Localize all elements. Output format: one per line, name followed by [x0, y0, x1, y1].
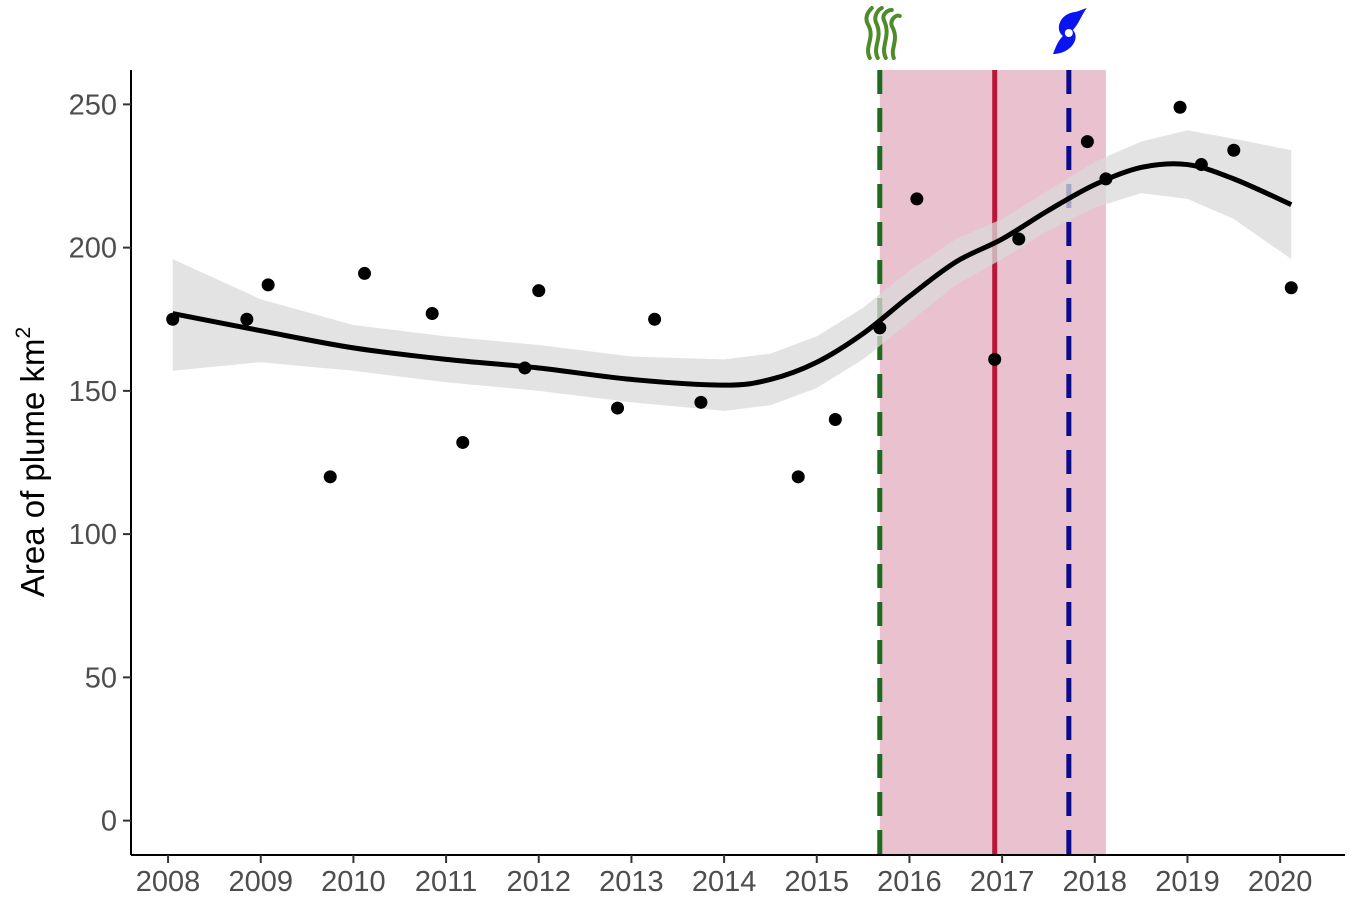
event-markers [864, 6, 1087, 60]
data-point [1227, 143, 1241, 157]
data-point [166, 312, 180, 326]
seaweed-frond [881, 8, 894, 60]
data-point [518, 361, 532, 375]
y-tick-label: 0 [101, 806, 117, 838]
smooth-trend-line [172, 161, 1293, 388]
x-tick-label: 2009 [228, 866, 293, 897]
seaweed-frond [873, 6, 884, 60]
x-tick-label: 2017 [970, 866, 1035, 897]
data-point [1080, 135, 1094, 149]
y-axis-title: Area of plume km2 [12, 327, 51, 597]
data-point [456, 435, 470, 449]
x-tick-label: 2019 [1155, 866, 1220, 897]
x-tick-label: 2014 [692, 866, 757, 897]
data-point [1012, 232, 1026, 246]
seaweed-icon [864, 6, 902, 60]
data-point [1099, 172, 1113, 186]
y-tick-label: 200 [69, 233, 117, 265]
seaweed-frond [864, 6, 874, 60]
y-tick-label: 150 [69, 376, 117, 408]
x-tick-label: 2015 [785, 866, 850, 897]
data-point [791, 470, 805, 484]
y-tick-label: 250 [69, 89, 117, 121]
data-point [910, 192, 924, 206]
trend-layer [172, 130, 1293, 411]
x-tick-label: 2012 [506, 866, 571, 897]
data-point [1194, 158, 1208, 172]
data-points [166, 100, 1298, 484]
x-tick-label: 2010 [321, 866, 386, 897]
axes [130, 70, 1345, 856]
x-tick-label: 2018 [1063, 866, 1128, 897]
y-axis-title-superscript: 2 [12, 327, 35, 339]
x-tick-label: 2013 [599, 866, 664, 897]
x-tick-label: 2016 [877, 866, 942, 897]
confidence-band [172, 130, 1292, 411]
data-point [532, 284, 546, 298]
x-tick-label: 2008 [136, 866, 201, 897]
data-point [1284, 281, 1298, 295]
data-point [1173, 100, 1187, 114]
data-point [323, 470, 337, 484]
x-tick-label: 2011 [415, 866, 477, 897]
y-axis-title-text: Area of plume km [14, 339, 51, 598]
data-point [648, 312, 662, 326]
data-point [873, 321, 887, 335]
y-tick-label: 100 [69, 519, 117, 551]
data-point [694, 395, 708, 409]
hurricane-eye [1064, 29, 1073, 37]
hurricane-icon [1052, 8, 1087, 54]
y-tick-label: 50 [85, 662, 117, 694]
seaweed-frond [889, 13, 902, 60]
data-point [425, 307, 439, 321]
data-point [611, 401, 625, 415]
data-point [358, 266, 372, 280]
data-point [240, 312, 254, 326]
x-tick-label: 2020 [1248, 866, 1313, 897]
data-point [828, 413, 842, 427]
data-point [988, 352, 1002, 366]
ticks: 2008 2009 2010 2011 2012 2013 2014 2015 2016 2017… [69, 89, 1313, 897]
data-point [261, 278, 275, 292]
